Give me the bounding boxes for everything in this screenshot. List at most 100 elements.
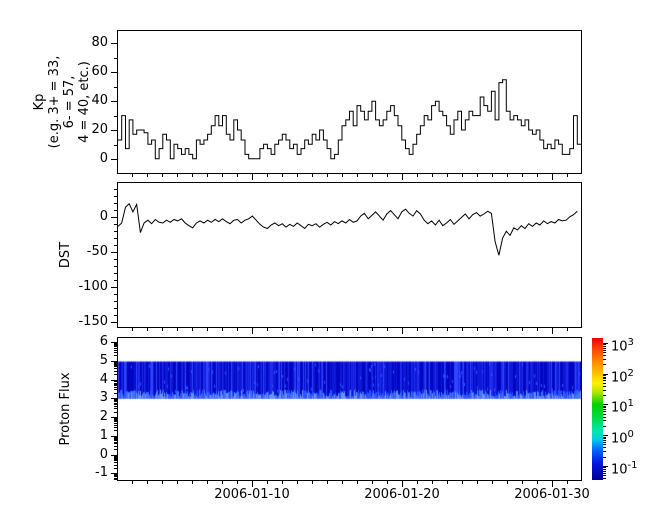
kp-x-minor-tick <box>162 174 163 177</box>
proton-y-minor-tick <box>114 344 117 345</box>
dst-x-major-tick <box>402 328 403 334</box>
kp-x-minor-tick <box>417 174 418 177</box>
dst-x-minor-tick <box>522 328 523 331</box>
proton-y-minor-tick <box>114 350 117 351</box>
dst-series-path <box>118 202 578 256</box>
kp-x-minor-tick <box>387 174 388 177</box>
kp-x-minor-tick <box>462 174 463 177</box>
dst-x-minor-tick <box>162 328 163 331</box>
kp-y-minor-tick <box>114 87 117 88</box>
proton-y-minor-tick <box>114 408 117 409</box>
proton-y-minor-tick <box>114 456 117 457</box>
dst-x-major-tick <box>252 328 253 334</box>
dst-y-major-tick <box>111 217 117 218</box>
proton-y-tick-label: 6 <box>99 334 108 349</box>
dst-y-tick-label: 0 <box>99 209 108 224</box>
proton-x-minor-tick <box>417 481 418 484</box>
kp-x-minor-tick <box>237 174 238 177</box>
proton-y-minor-tick <box>114 384 117 385</box>
colorbar-minor-tick <box>603 467 606 468</box>
proton-x-minor-tick <box>297 481 298 484</box>
proton-y-minor-tick <box>114 421 117 422</box>
dst-x-minor-tick <box>432 328 433 331</box>
kp-x-major-tick <box>552 174 553 180</box>
proton-y-minor-tick <box>114 474 117 475</box>
kp-x-minor-tick <box>207 174 208 177</box>
dst-y-minor-tick <box>114 308 117 309</box>
kp-y-minor-tick <box>114 145 117 146</box>
dst-y-minor-tick <box>114 273 117 274</box>
proton-y-tick-label: -1 <box>95 465 108 480</box>
proton-y-minor-tick <box>114 374 117 375</box>
dst-x-minor-tick <box>567 328 568 331</box>
kp-x-minor-tick <box>357 174 358 177</box>
proton-x-minor-tick <box>537 481 538 484</box>
colorbar-major-tick <box>603 343 608 344</box>
kp-x-minor-tick <box>492 174 493 177</box>
colorbar-minor-tick <box>603 478 606 479</box>
dst-y-minor-tick <box>114 238 117 239</box>
kp-x-minor-tick <box>372 174 373 177</box>
dst-y-minor-tick <box>114 189 117 190</box>
proton-x-minor-tick <box>432 481 433 484</box>
kp-y-major-tick <box>111 130 117 131</box>
proton-x-minor-tick <box>567 481 568 484</box>
dst-y-major-tick <box>111 322 117 323</box>
colorbar-minor-tick <box>603 375 606 376</box>
proton-y-minor-tick <box>114 440 117 441</box>
proton-x-minor-tick <box>507 481 508 484</box>
kp-step-line-plot <box>118 79 581 160</box>
colorbar <box>592 338 603 480</box>
kp-x-minor-tick <box>222 174 223 177</box>
kp-x-minor-tick <box>327 174 328 177</box>
colorbar-minor-tick <box>603 471 606 472</box>
proton-y-minor-tick <box>114 462 117 463</box>
dst-x-minor-tick <box>132 328 133 331</box>
dst-x-minor-tick <box>417 328 418 331</box>
colorbar-minor-tick <box>603 383 606 384</box>
proton-y-minor-tick <box>114 385 117 386</box>
proton-x-minor-tick <box>522 481 523 484</box>
proton-y-minor-tick <box>114 478 117 479</box>
dst-y-minor-tick <box>114 259 117 260</box>
proton-y-minor-tick <box>114 475 117 476</box>
dst-x-minor-tick <box>387 328 388 331</box>
colorbar-minor-tick <box>603 386 606 387</box>
proton-y-minor-tick <box>114 423 117 424</box>
proton-x-minor-tick <box>447 481 448 484</box>
proton-y-minor-tick <box>114 460 117 461</box>
kp-x-minor-tick <box>567 174 568 177</box>
proton-x-minor-tick <box>132 481 133 484</box>
proton-y-minor-tick <box>114 403 117 404</box>
kp-panel <box>117 30 582 174</box>
colorbar-minor-tick <box>603 377 606 378</box>
colorbar-minor-tick <box>603 390 606 391</box>
kp-x-minor-tick <box>192 174 193 177</box>
dst-x-minor-tick <box>342 328 343 331</box>
proton-y-minor-tick <box>114 355 117 356</box>
kp-x-major-tick <box>252 174 253 180</box>
proton-y-minor-tick <box>114 346 117 347</box>
kp-axis-label-line1: Kp <box>32 93 47 111</box>
x-tick-label-1: 2006-01-10 <box>214 487 290 502</box>
proton-y-tick-label: 1 <box>99 428 108 443</box>
kp-x-major-tick <box>402 174 403 180</box>
proton-x-minor-tick <box>162 481 163 484</box>
kp-x-minor-tick <box>282 174 283 177</box>
proton-flux-band-heatmap <box>118 338 581 480</box>
dst-y-minor-tick <box>114 294 117 295</box>
colorbar-major-tick <box>603 374 608 375</box>
dst-y-major-tick <box>111 287 117 288</box>
dst-y-tick-label: -100 <box>78 279 108 294</box>
kp-series-path <box>118 79 581 160</box>
colorbar-minor-tick <box>603 355 606 356</box>
kp-x-minor-tick <box>297 174 298 177</box>
proton-x-minor-tick <box>372 481 373 484</box>
proton-y-major-tick <box>111 361 117 362</box>
colorbar-minor-tick <box>603 346 606 347</box>
proton-y-minor-tick <box>114 383 117 384</box>
kp-x-minor-tick <box>477 174 478 177</box>
dst-x-minor-tick <box>447 328 448 331</box>
proton-y-major-tick <box>111 473 117 474</box>
